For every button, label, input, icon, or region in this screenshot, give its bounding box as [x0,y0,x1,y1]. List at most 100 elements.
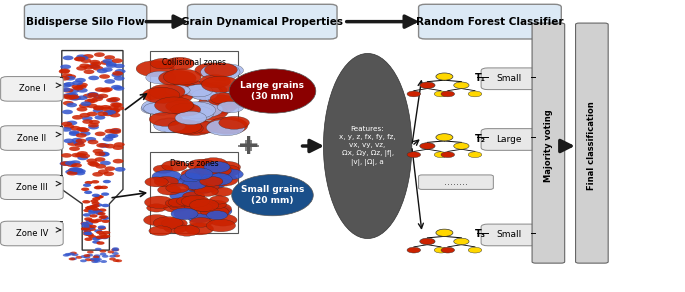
Circle shape [100,60,111,65]
Circle shape [149,226,172,236]
Circle shape [71,153,82,157]
Circle shape [79,131,90,136]
Circle shape [201,64,240,80]
Circle shape [75,171,86,175]
Circle shape [185,182,207,191]
Polygon shape [62,51,123,250]
Circle shape [59,76,70,81]
Circle shape [84,225,92,228]
Circle shape [68,253,75,256]
Circle shape [179,174,203,184]
Circle shape [195,63,230,78]
Circle shape [70,126,81,131]
Circle shape [95,219,103,222]
Circle shape [170,189,199,202]
Circle shape [72,115,83,120]
Circle shape [94,254,101,257]
Circle shape [93,209,101,212]
Circle shape [95,210,103,214]
Circle shape [100,186,108,189]
Circle shape [441,247,455,253]
Circle shape [177,106,214,121]
Circle shape [181,169,204,179]
Circle shape [96,235,103,239]
Circle shape [100,215,108,219]
Circle shape [103,137,113,141]
Circle shape [166,100,195,112]
Circle shape [82,200,90,204]
Circle shape [101,107,112,111]
Circle shape [94,52,105,57]
Text: Zone I: Zone I [18,84,45,93]
Text: Bidisperse Silo Flow: Bidisperse Silo Flow [26,17,145,27]
Circle shape [95,236,103,240]
Circle shape [88,140,99,144]
Circle shape [62,55,73,60]
Circle shape [70,257,77,260]
Circle shape [90,199,99,203]
Circle shape [174,103,205,116]
Circle shape [75,256,82,259]
Circle shape [84,99,95,104]
Circle shape [81,187,89,191]
Circle shape [64,95,75,100]
Circle shape [147,204,166,212]
Circle shape [185,223,214,235]
Circle shape [77,56,88,60]
Circle shape [89,162,100,167]
Circle shape [114,76,125,81]
Circle shape [84,217,92,221]
Circle shape [90,258,97,261]
Circle shape [144,215,169,226]
Circle shape [88,227,96,231]
Circle shape [152,170,182,183]
Circle shape [101,204,110,207]
Circle shape [181,173,201,182]
Circle shape [96,195,104,199]
Circle shape [108,98,119,102]
Circle shape [96,231,104,234]
Text: Features:
x, y, z, fx, fy, fz,
vx, vy, vz,
Ωx, Ωy, Ωz, |f|,
|v|, |Ω|, a: Features: x, y, z, fx, fy, fz, vx, vy, v… [339,126,396,166]
Circle shape [83,54,94,59]
Circle shape [68,258,75,260]
Circle shape [70,252,77,255]
Circle shape [66,121,77,125]
Circle shape [76,54,87,59]
Circle shape [144,102,171,114]
Circle shape [89,60,100,65]
Circle shape [61,153,72,158]
Circle shape [99,152,110,157]
Circle shape [407,247,421,253]
Circle shape [68,95,79,99]
Circle shape [91,180,99,184]
Circle shape [68,131,79,136]
Circle shape [180,197,208,209]
FancyBboxPatch shape [25,4,147,39]
Circle shape [219,116,249,129]
Circle shape [420,143,435,149]
Circle shape [436,134,453,141]
Circle shape [66,162,77,167]
Circle shape [84,229,92,233]
Circle shape [60,69,71,73]
Circle shape [86,137,96,142]
Circle shape [219,169,243,180]
Circle shape [63,254,70,257]
Ellipse shape [323,53,412,239]
Circle shape [103,171,114,176]
Circle shape [190,85,223,99]
Circle shape [103,180,111,183]
Circle shape [85,206,93,210]
Circle shape [64,82,75,86]
Circle shape [66,171,77,175]
Circle shape [407,91,421,97]
Circle shape [88,209,97,213]
Circle shape [90,64,101,69]
Circle shape [196,201,217,210]
Circle shape [65,161,76,166]
Circle shape [89,205,97,209]
Circle shape [175,122,203,134]
Circle shape [106,63,117,68]
Circle shape [92,108,103,113]
Circle shape [62,88,73,93]
